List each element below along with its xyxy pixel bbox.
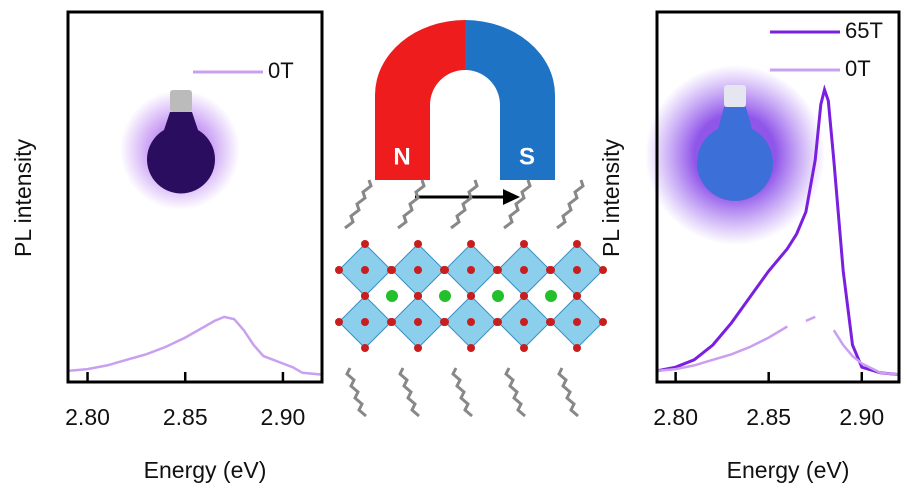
x-tick-label: 2.85 [163, 404, 208, 430]
x-axis-label: Energy (eV) [727, 457, 850, 483]
atom [599, 266, 607, 274]
atom [414, 240, 422, 248]
atom [361, 344, 369, 352]
atom [520, 292, 528, 300]
atom [361, 266, 369, 274]
atom [573, 240, 581, 248]
page: {"chart_data": [ {"type": "line", "xlabe… [0, 0, 901, 493]
atom [414, 266, 422, 274]
figure: N S 0T 2.80 2.85 2.90 Energy (eV) PL intensit… [0, 0, 901, 493]
atom [494, 318, 502, 326]
atom [494, 266, 502, 274]
y-axis-label: PL intensity [10, 138, 36, 257]
legend-label: 0T [268, 58, 294, 83]
legend-label: 0T [845, 56, 871, 81]
atom [520, 344, 528, 352]
y-axis-label: PL intensity [598, 138, 624, 257]
atom [388, 318, 396, 326]
chain [506, 368, 525, 416]
atom [573, 266, 581, 274]
magnet-south [465, 20, 555, 180]
chain [400, 368, 419, 416]
cation [545, 290, 557, 302]
atom [361, 240, 369, 248]
atom [388, 266, 396, 274]
atom [467, 318, 475, 326]
cation [386, 290, 398, 302]
chain [557, 180, 583, 228]
atom [414, 344, 422, 352]
atom [441, 318, 449, 326]
atom [573, 292, 581, 300]
atom [599, 318, 607, 326]
atom [520, 266, 528, 274]
chain [453, 368, 472, 416]
chain [559, 368, 578, 416]
x-tick-label: 2.85 [746, 404, 791, 430]
chain [345, 180, 371, 228]
north-label: N [393, 143, 410, 170]
atom [335, 266, 343, 274]
atom [547, 266, 555, 274]
chain [398, 180, 424, 228]
atom [573, 318, 581, 326]
chain [504, 180, 530, 228]
magnet-north [375, 20, 465, 180]
legend-label: 65T [845, 18, 883, 43]
cation [492, 290, 504, 302]
cation [439, 290, 451, 302]
atom [441, 266, 449, 274]
atom [414, 292, 422, 300]
atom [573, 344, 581, 352]
x-tick-label: 2.90 [839, 404, 884, 430]
atom [520, 240, 528, 248]
x-tick-label: 2.90 [261, 404, 306, 430]
south-label: S [519, 143, 535, 170]
x-tick-label: 2.80 [653, 404, 698, 430]
chain [347, 368, 366, 416]
atom [520, 318, 528, 326]
atom [467, 292, 475, 300]
atom [467, 240, 475, 248]
x-axis-label: Energy (eV) [144, 457, 267, 483]
atom [361, 292, 369, 300]
atom [547, 318, 555, 326]
atom [335, 318, 343, 326]
atom [414, 318, 422, 326]
chain [451, 180, 477, 228]
x-tick-label: 2.80 [65, 404, 110, 430]
atom [467, 266, 475, 274]
atom [467, 344, 475, 352]
line-series [68, 317, 322, 375]
atom [361, 318, 369, 326]
